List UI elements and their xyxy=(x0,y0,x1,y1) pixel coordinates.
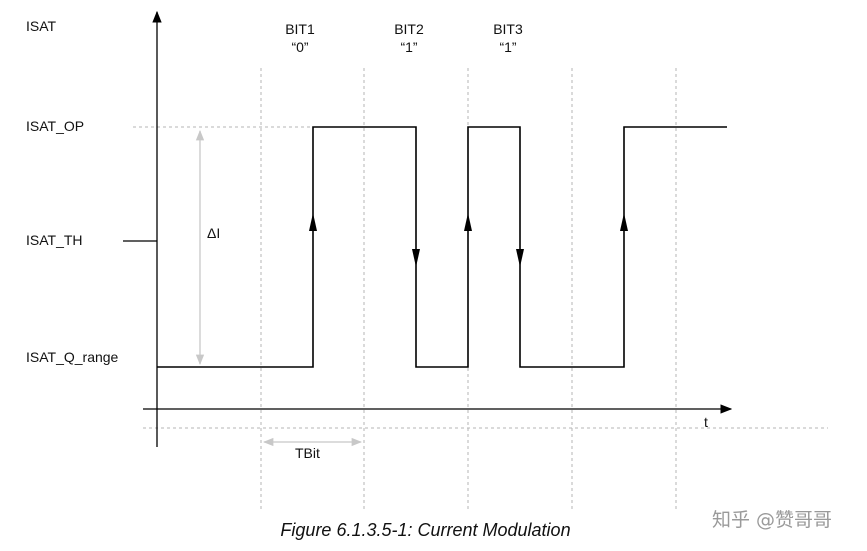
isat-label: ISAT xyxy=(26,18,57,34)
isat-op-label: ISAT_OP xyxy=(26,118,84,134)
figure-caption: Figure 6.1.3.5-1: Current Modulation xyxy=(280,520,571,540)
bit1-name: BIT1 xyxy=(285,21,315,37)
falling-edge-arrow xyxy=(412,249,420,267)
isat-q-range-label: ISAT_Q_range xyxy=(26,349,119,365)
delta-i-label: ΔI xyxy=(207,225,220,241)
edge-direction-arrows xyxy=(309,213,628,267)
bit3-value: “1” xyxy=(499,39,516,55)
tbit-label: TBit xyxy=(295,445,320,461)
rising-edge-arrow xyxy=(620,213,628,231)
bit1-value: “0” xyxy=(291,39,308,55)
current-waveform xyxy=(157,126,727,368)
bit2-name: BIT2 xyxy=(394,21,424,37)
rising-edge-arrow xyxy=(309,213,317,231)
rising-edge-arrow xyxy=(464,213,472,231)
time-axis-label: t xyxy=(704,414,708,430)
isat-th-label: ISAT_TH xyxy=(26,232,83,248)
watermark: 知乎 @赞哥哥 xyxy=(712,509,833,531)
falling-edge-arrow xyxy=(516,249,524,267)
bit3-name: BIT3 xyxy=(493,21,523,37)
bit2-value: “1” xyxy=(400,39,417,55)
